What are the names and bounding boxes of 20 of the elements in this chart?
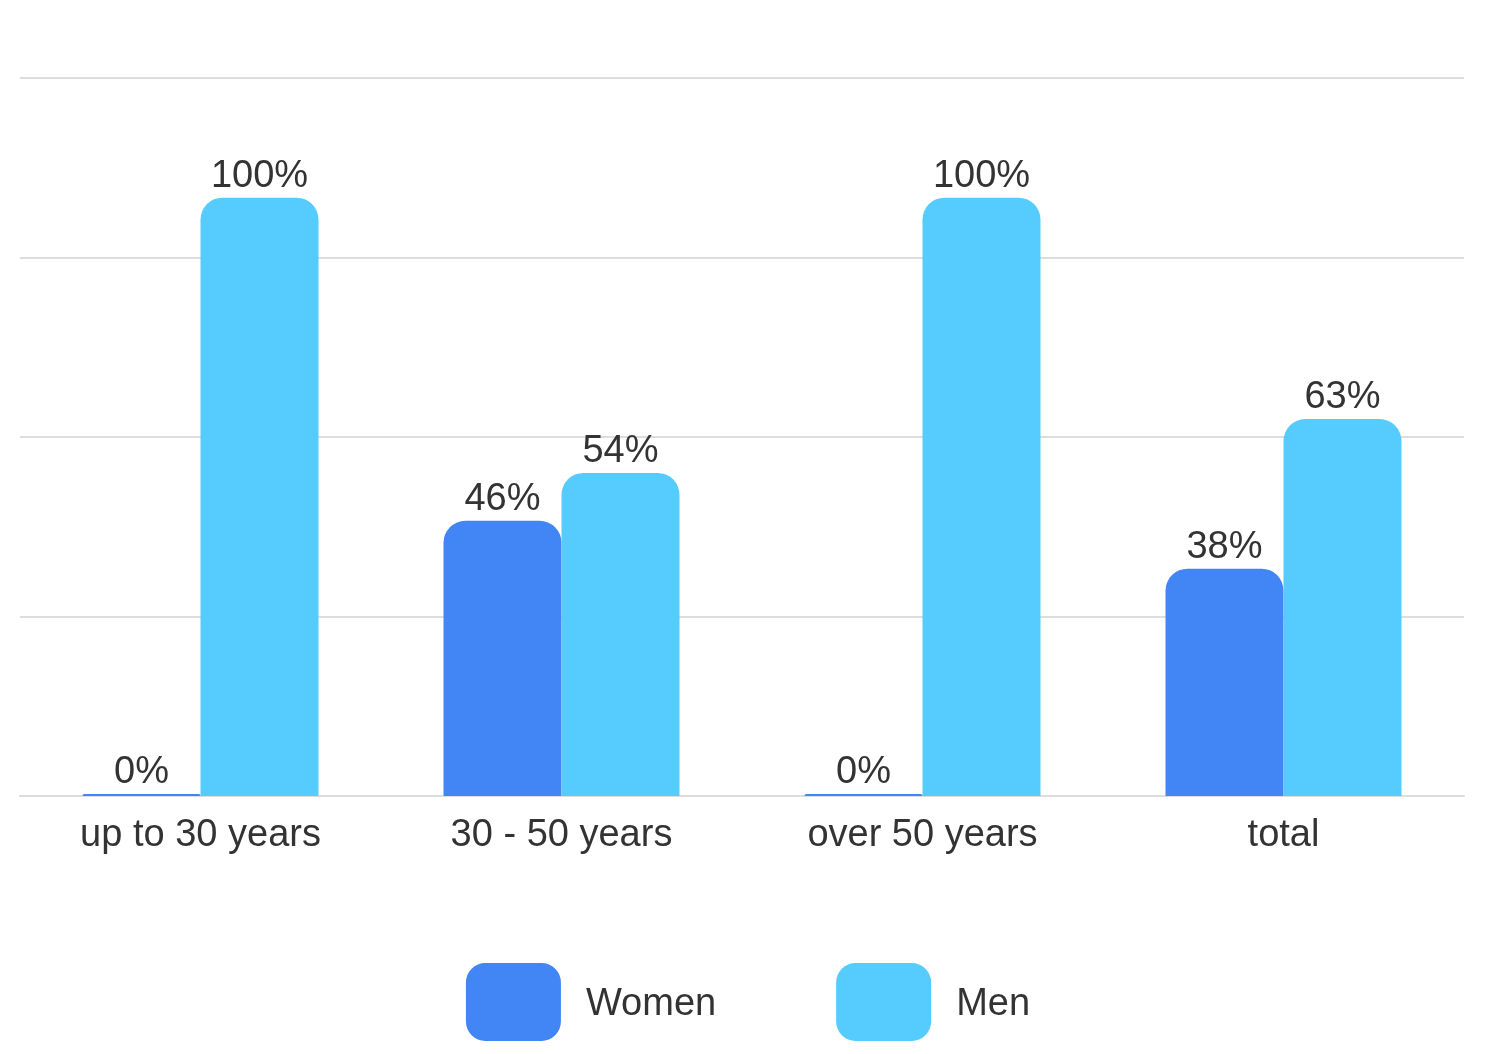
legend-label: Women bbox=[585, 981, 717, 1023]
data-label: 54% bbox=[582, 427, 659, 470]
bar bbox=[561, 472, 680, 796]
data-label: 38% bbox=[1186, 523, 1263, 566]
data-label: 100% bbox=[210, 152, 309, 195]
bar bbox=[1165, 568, 1284, 796]
data-label: 0% bbox=[114, 749, 169, 791]
x-tick-label: up to 30 years bbox=[80, 812, 321, 854]
data-label: 46% bbox=[464, 475, 541, 518]
bar bbox=[1283, 419, 1402, 796]
data-label: 63% bbox=[1304, 374, 1381, 417]
data-label: 100% bbox=[932, 152, 1031, 195]
x-tick-label: 30 - 50 years bbox=[450, 812, 673, 854]
bar bbox=[200, 197, 319, 796]
x-tick-label: total bbox=[1247, 812, 1320, 854]
data-label: 0% bbox=[836, 749, 891, 791]
x-tick-label: over 50 years bbox=[807, 812, 1038, 854]
legend-label: Men bbox=[956, 981, 1031, 1023]
bar bbox=[443, 520, 562, 796]
bar bbox=[922, 197, 1041, 796]
